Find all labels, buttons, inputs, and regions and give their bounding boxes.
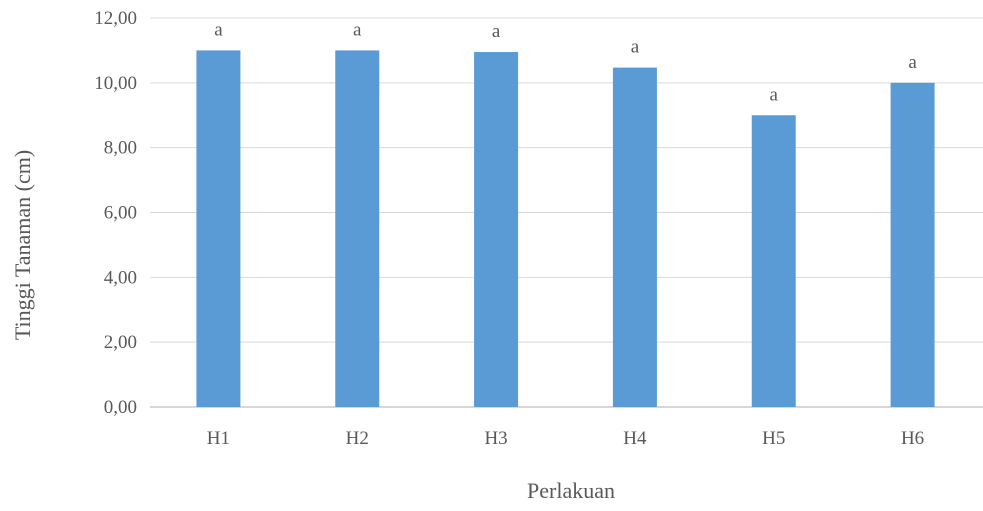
x-tick-label: H6 bbox=[901, 428, 924, 449]
x-tick-label: H2 bbox=[346, 428, 369, 449]
data-label: a bbox=[770, 84, 779, 105]
bars bbox=[196, 50, 935, 408]
x-axis-title: Perlakuan bbox=[527, 478, 615, 503]
data-label: a bbox=[492, 21, 501, 42]
data-labels: a a a a a a bbox=[214, 19, 917, 105]
bar-h2 bbox=[335, 50, 380, 408]
y-tick-label: 8,00 bbox=[104, 138, 137, 159]
x-tick-labels: H1 H2 H3 H4 H5 H6 bbox=[207, 428, 924, 449]
bar-h4 bbox=[612, 67, 657, 407]
y-tick-label: 0,00 bbox=[104, 397, 137, 418]
y-tick-label: 10,00 bbox=[94, 73, 137, 94]
y-tick-label: 4,00 bbox=[104, 267, 137, 288]
data-label: a bbox=[214, 19, 223, 40]
bar-h5 bbox=[751, 115, 796, 407]
bar-h6 bbox=[890, 82, 935, 407]
data-label: a bbox=[631, 37, 640, 58]
x-tick-label: H3 bbox=[484, 428, 507, 449]
x-tick-label: H1 bbox=[207, 428, 230, 449]
x-tick-label: H4 bbox=[623, 428, 647, 449]
y-tick-label: 12,00 bbox=[94, 8, 137, 29]
y-tick-labels: 0,00 2,00 4,00 6,00 8,00 10,00 12,00 bbox=[94, 8, 137, 418]
bar-h1 bbox=[196, 50, 241, 408]
data-label: a bbox=[908, 52, 917, 73]
y-tick-label: 6,00 bbox=[104, 203, 137, 224]
gridlines bbox=[150, 17, 983, 408]
y-tick-label: 2,00 bbox=[104, 332, 137, 353]
x-tick-label: H5 bbox=[762, 428, 785, 449]
y-axis-title: Tinggi Tanaman (cm) bbox=[10, 150, 35, 340]
bar-h3 bbox=[474, 52, 519, 407]
data-label: a bbox=[353, 19, 362, 40]
